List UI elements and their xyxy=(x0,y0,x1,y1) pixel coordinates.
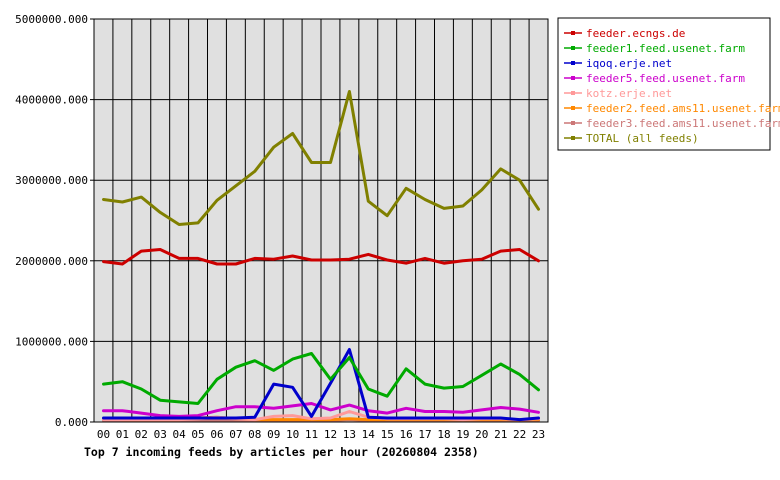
x-tick-label: 02 xyxy=(135,428,148,441)
legend-marker xyxy=(571,91,575,95)
legend-marker xyxy=(571,106,575,110)
x-tick-label: 04 xyxy=(173,428,187,441)
legend-marker xyxy=(571,76,575,80)
x-tick-label: 23 xyxy=(532,428,545,441)
plot-frame xyxy=(93,18,549,423)
legend: feeder.ecngs.de feeder1.feed.usenet.farm i… xyxy=(557,17,780,151)
y-tick-label: 2000000.000 xyxy=(15,255,88,268)
x-tick-label: 22 xyxy=(513,428,526,441)
x-tick-label: 13 xyxy=(343,428,356,441)
chart-title: Top 7 incoming feeds by articles per hou… xyxy=(84,445,479,459)
x-tick-label: 15 xyxy=(381,428,394,441)
legend-label: iqoq.erje.net xyxy=(586,57,672,70)
x-tick-label: 10 xyxy=(286,428,299,441)
legend-label: feeder3.feed.ams11.usenet.farm xyxy=(586,117,780,130)
legend-label: feeder5.feed.usenet.farm xyxy=(586,72,745,85)
x-tick-label: 09 xyxy=(267,428,280,441)
x-tick-label: 11 xyxy=(305,428,318,441)
legend-box xyxy=(557,17,771,151)
y-tick-label: 1000000.000 xyxy=(15,335,88,348)
legend-label: feeder2.feed.ams11.usenet.farm xyxy=(586,102,780,115)
x-tick-label: 18 xyxy=(437,428,450,441)
legend-marker xyxy=(571,31,575,35)
x-tick-label: 21 xyxy=(494,428,507,441)
x-tick-label: 03 xyxy=(154,428,167,441)
series-lines xyxy=(102,90,540,422)
y-tick-label: 5000000.000 xyxy=(15,13,88,26)
x-tick-label: 17 xyxy=(418,428,431,441)
legend-label: feeder.ecngs.de xyxy=(586,27,685,40)
legend-label: kotz.erje.net xyxy=(586,87,672,100)
legend-marker xyxy=(571,136,575,140)
x-tick-label: 07 xyxy=(229,428,242,441)
legend-marker xyxy=(571,46,575,50)
series-line-1 xyxy=(102,352,540,405)
x-tick-label: 05 xyxy=(191,428,204,441)
x-tick-label: 01 xyxy=(116,428,129,441)
x-tick-label: 20 xyxy=(475,428,488,441)
x-tick-label: 00 xyxy=(97,428,110,441)
series-line-7 xyxy=(102,90,540,226)
x-tick-label: 08 xyxy=(248,428,261,441)
y-tick-label: 4000000.000 xyxy=(15,94,88,107)
x-tick-label: 06 xyxy=(210,428,223,441)
series-line-3 xyxy=(102,402,540,418)
legend-marker xyxy=(571,121,575,125)
y-tick-label: 3000000.000 xyxy=(15,174,88,187)
legend-label: feeder1.feed.usenet.farm xyxy=(586,42,745,55)
x-tick-labels: 00 01 02 03 04 05 06 07 08 09 10 11 12 13 14 15 16 17 18 19… xyxy=(97,428,545,441)
y-tick-label: 0.000 xyxy=(55,416,88,429)
y-tick-labels: 0.000 1000000.000 2000000.000 3000000.000 40… xyxy=(15,13,88,429)
x-tick-label: 16 xyxy=(400,428,413,441)
legend-label: TOTAL (all feeds) xyxy=(586,132,699,145)
x-tick-label: 12 xyxy=(324,428,337,441)
series-line-0 xyxy=(102,248,540,266)
legend-marker xyxy=(571,61,575,65)
x-tick-label: 19 xyxy=(456,428,469,441)
series-line-2 xyxy=(102,348,540,422)
x-tick-label: 14 xyxy=(362,428,376,441)
